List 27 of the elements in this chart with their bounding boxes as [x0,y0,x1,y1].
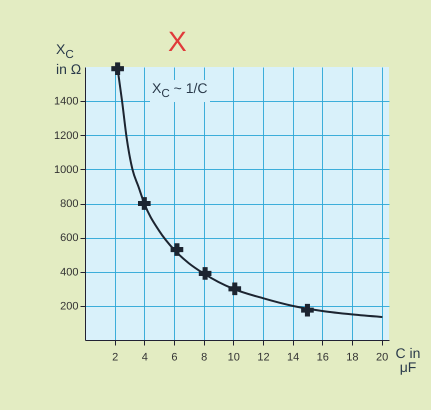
x-tick-label: 14 [286,352,300,364]
annotation: X$_{C}$ ~ 1/C [150,80,210,102]
y-tick-label: 600 [60,232,78,244]
x-axis-title: C in μF [394,345,422,375]
x-tick-label: 20 [376,352,388,364]
x-tick-label: 4 [142,352,148,364]
x-tick-label: 2 [112,352,118,364]
y-tick-label: 1000 [54,164,78,176]
point [138,197,151,210]
point [111,62,124,76]
y-tick-label: 1200 [54,130,78,142]
x-tick-label: 6 [171,352,178,364]
point [198,267,212,280]
y-tick-label: 1400 [54,96,78,108]
point [170,243,184,256]
x-tick-label: 16 [316,352,329,364]
text: X [168,26,187,57]
x-tick-label: 18 [346,352,359,364]
y-tick-label: 200 [60,300,78,312]
y-tick-label: 800 [60,198,78,210]
y-tick-label: 400 [60,266,78,278]
y-axis-title: X$_{C}$ in Ω [56,41,82,77]
x-tick-label: 12 [257,352,270,364]
point [301,304,314,316]
x-tick-label: 10 [228,352,240,364]
x-tick-label: 8 [201,352,208,364]
point [228,282,242,296]
